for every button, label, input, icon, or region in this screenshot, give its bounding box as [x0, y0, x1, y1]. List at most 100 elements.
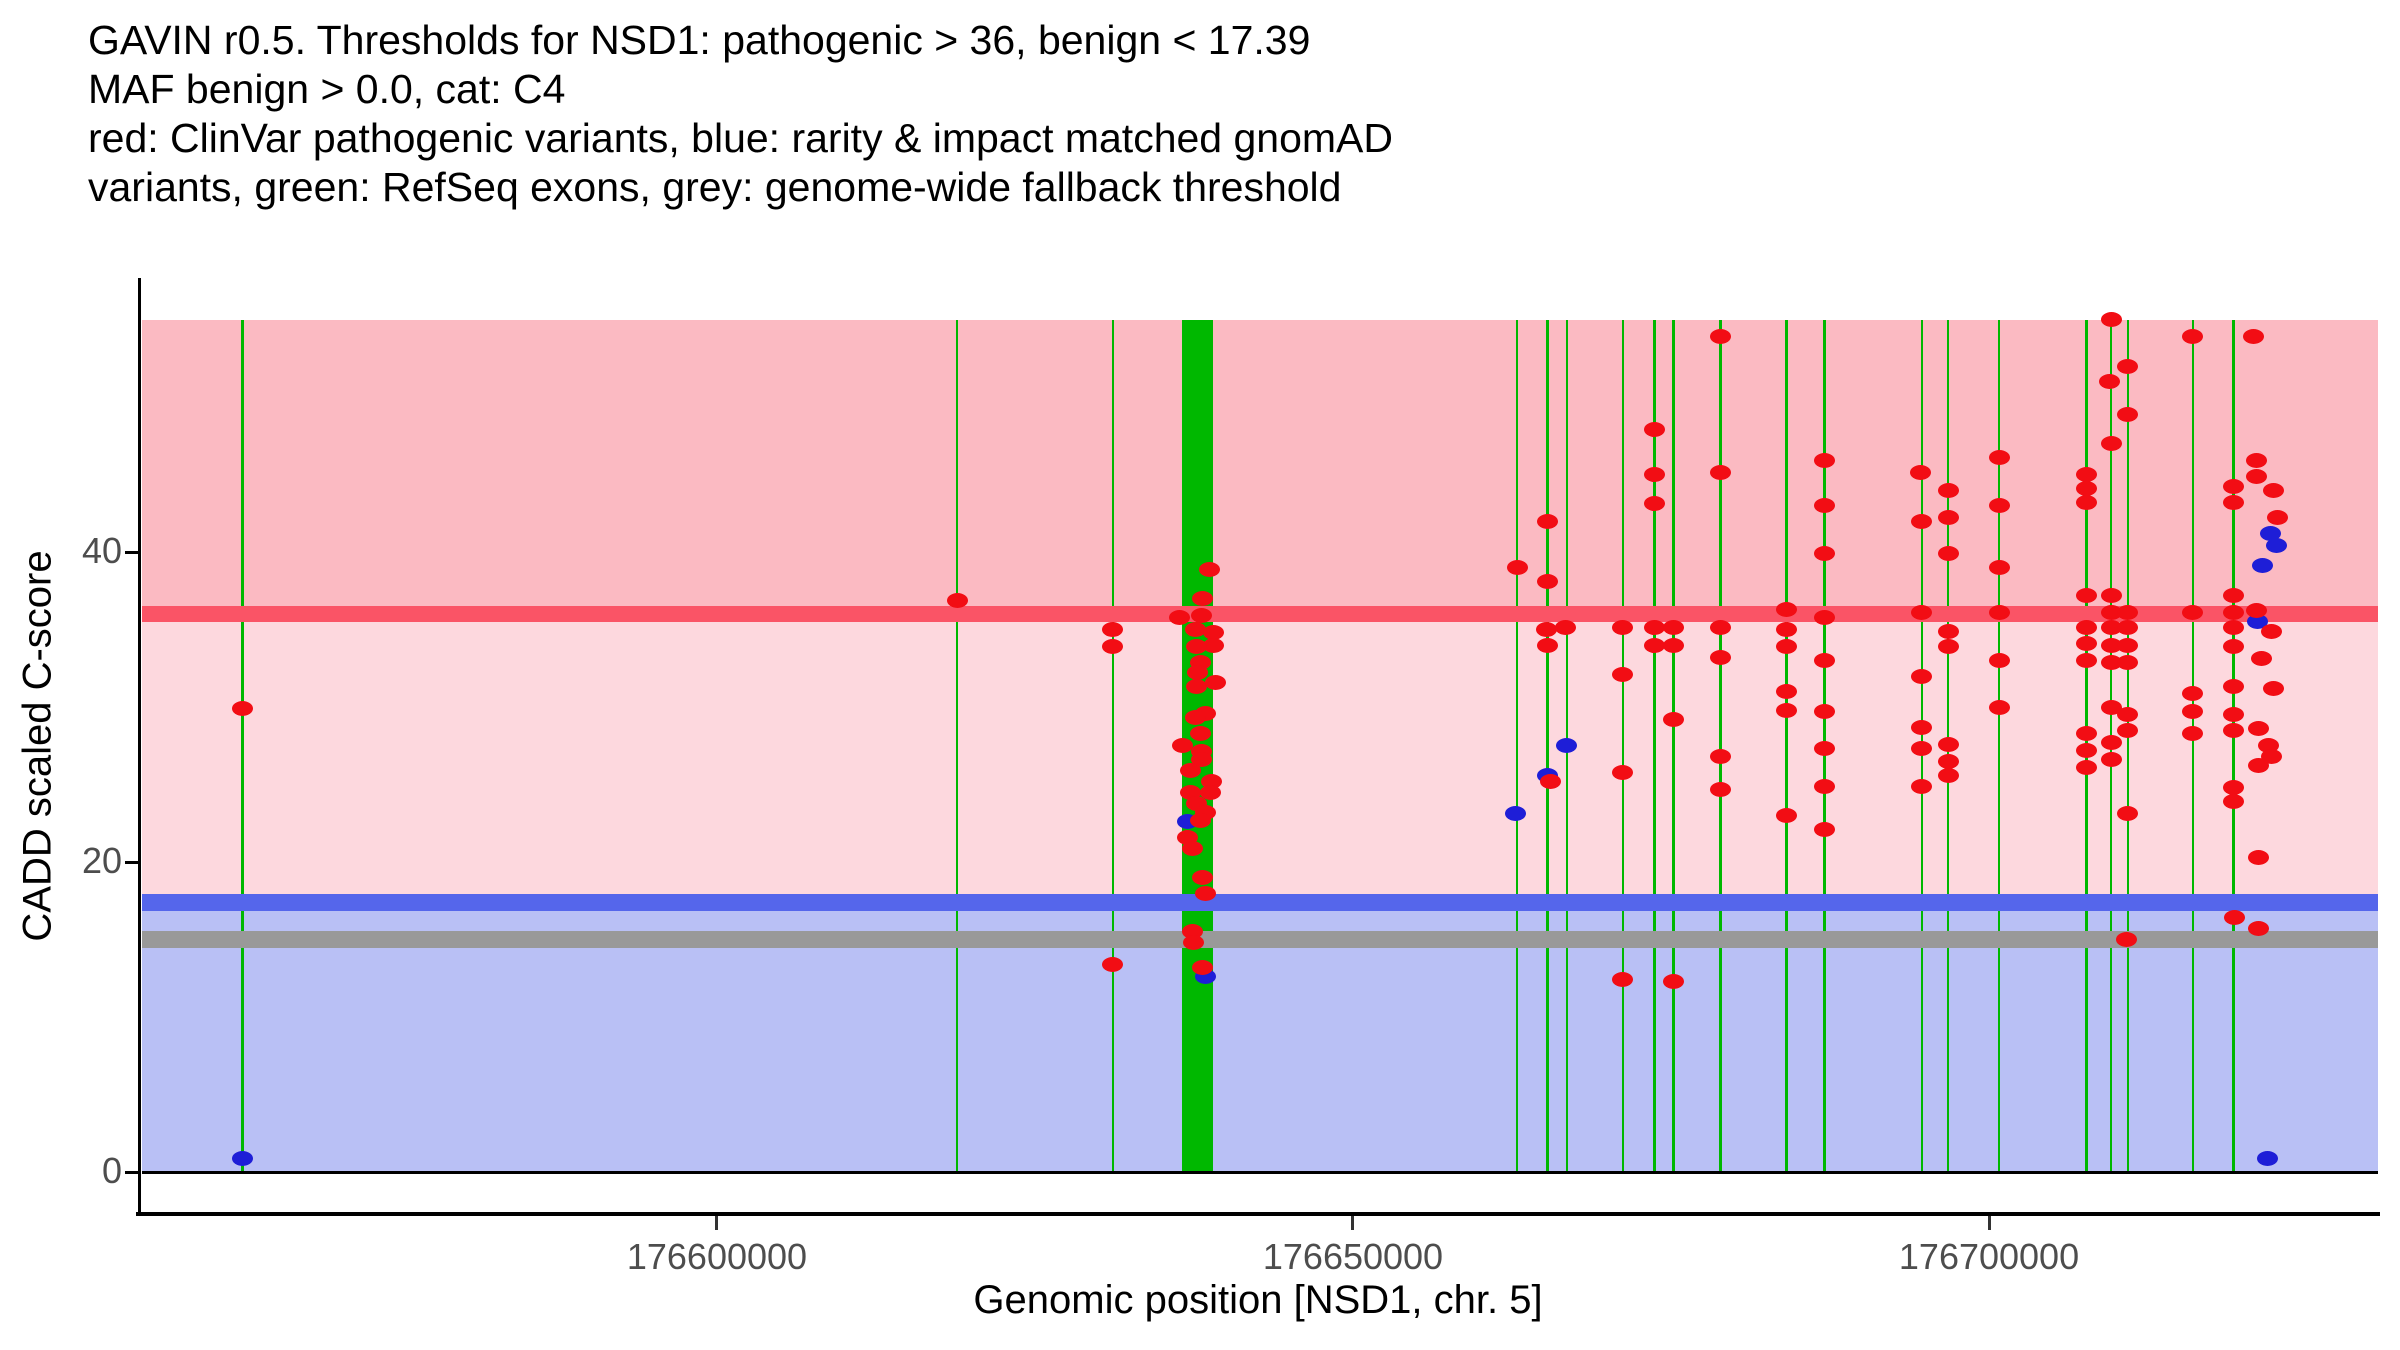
region-intermediate — [142, 614, 2378, 903]
y-axis-tick — [125, 1170, 138, 1174]
variant-point-clinvar — [1643, 620, 1665, 636]
variant-point-clinvar — [1988, 604, 2010, 620]
y-axis-tick — [125, 860, 138, 864]
variant-point-clinvar — [1937, 736, 1959, 752]
plot-title-line-3: red: ClinVar pathogenic variants, blue: … — [88, 115, 1394, 161]
variant-point-clinvar — [1710, 781, 1732, 797]
variant-point-clinvar — [1776, 684, 1798, 699]
variant-point-clinvar — [2243, 329, 2265, 345]
variant-point-clinvar — [2222, 620, 2244, 636]
variant-point-clinvar — [1814, 546, 1836, 562]
variant-point-clinvar — [2099, 374, 2121, 389]
variant-point-clinvar — [1911, 719, 1933, 735]
variant-point-clinvar — [2245, 603, 2267, 619]
variant-point-clinvar — [2076, 653, 2098, 668]
variant-point-clinvar — [1191, 608, 1213, 624]
variant-point-clinvar — [2222, 494, 2244, 510]
variant-point-clinvar — [2248, 758, 2270, 774]
variant-point-clinvar — [1663, 973, 1685, 989]
variant-point-clinvar — [1194, 885, 1216, 901]
variant-point-clinvar — [1937, 623, 1959, 639]
exon-line — [956, 319, 959, 1172]
y-axis-tick — [125, 550, 138, 554]
exon-line — [1719, 319, 1723, 1172]
variant-point-clinvar — [1663, 637, 1685, 653]
variant-point-clinvar — [2100, 620, 2122, 636]
exon-line — [1516, 319, 1519, 1172]
variant-point-gnomad — [1556, 738, 1578, 754]
variant-point-clinvar — [2117, 637, 2139, 653]
variant-point-clinvar — [1937, 482, 1959, 498]
x-axis-tick — [1987, 1216, 1991, 1230]
variant-point-clinvar — [2263, 482, 2285, 498]
variant-point-clinvar — [1192, 959, 1214, 975]
variant-point-clinvar — [1814, 498, 1836, 513]
variant-point-clinvar — [2117, 722, 2139, 738]
variant-point-clinvar — [1189, 725, 1211, 741]
exon-line — [1998, 319, 2001, 1172]
variant-point-clinvar — [2182, 685, 2204, 701]
variant-point-clinvar — [1710, 749, 1732, 765]
variant-point-gnomad — [2246, 614, 2268, 630]
variant-point-clinvar — [1663, 711, 1685, 727]
benign-threshold-band — [142, 894, 2378, 911]
variant-point-clinvar — [1198, 561, 1220, 577]
y-axis-title: CADD scaled C-score — [15, 550, 60, 942]
variant-point-clinvar — [2222, 479, 2244, 495]
variant-point-clinvar — [2100, 654, 2122, 670]
variant-point-gnomad — [231, 1150, 253, 1166]
variant-point-clinvar — [1539, 773, 1561, 789]
variant-point-clinvar — [1710, 620, 1732, 636]
variant-point-clinvar — [1612, 764, 1634, 780]
variant-point-clinvar — [1186, 639, 1208, 655]
variant-point-clinvar — [2182, 725, 2204, 741]
variant-point-clinvar — [1937, 510, 1959, 526]
variant-point-clinvar — [1814, 778, 1836, 794]
variant-point-clinvar — [1988, 653, 2010, 668]
variant-point-clinvar — [2076, 587, 2098, 603]
x-tick-label: 176700000 — [1898, 1236, 2080, 1277]
variant-point-clinvar — [1911, 741, 1933, 757]
exon-line — [2191, 319, 2194, 1172]
variant-point-clinvar — [2117, 358, 2139, 374]
variant-point-clinvar — [1814, 453, 1836, 469]
variant-point-clinvar — [2076, 742, 2098, 758]
exon-line — [2231, 319, 2235, 1172]
variant-point-clinvar — [2248, 921, 2270, 937]
exon-line — [1785, 319, 1789, 1172]
variant-point-clinvar — [2117, 806, 2139, 822]
variant-point-clinvar — [1776, 808, 1798, 823]
variant-point-clinvar — [2076, 494, 2098, 510]
variant-point-clinvar — [1814, 609, 1836, 625]
variant-point-clinvar — [2248, 849, 2270, 865]
plot-title-line-2: MAF benign > 0.0, cat: C4 — [88, 66, 566, 112]
variant-point-clinvar — [2076, 467, 2098, 482]
variant-point-clinvar — [1202, 625, 1224, 641]
variant-point-clinvar — [1612, 620, 1634, 636]
variant-point-clinvar — [1535, 622, 1557, 637]
variant-point-clinvar — [1988, 449, 2010, 465]
plot-title-line-4: variants, green: RefSeq exons, grey: gen… — [88, 164, 1342, 210]
variant-point-clinvar — [2267, 510, 2289, 526]
variant-point-clinvar — [2100, 699, 2122, 715]
variant-point-clinvar — [1102, 956, 1124, 972]
variant-point-clinvar — [2100, 312, 2122, 327]
variant-point-clinvar — [2222, 679, 2244, 695]
variant-point-clinvar — [1184, 710, 1206, 726]
exon-line — [2126, 319, 2129, 1172]
variant-point-clinvar — [2076, 620, 2098, 636]
x-tick-label: 176650000 — [1262, 1236, 1444, 1277]
variant-point-clinvar — [2222, 604, 2244, 620]
pathogenic-threshold-band — [142, 605, 2378, 623]
region-pathogenic — [142, 319, 2378, 614]
variant-point-clinvar — [2117, 707, 2139, 723]
variant-point-clinvar — [1988, 699, 2010, 715]
variant-point-clinvar — [1988, 498, 2010, 513]
exon-line — [1111, 319, 1114, 1172]
variant-point-clinvar — [946, 592, 968, 608]
variant-point-clinvar — [1102, 639, 1124, 655]
variant-point-clinvar — [1776, 622, 1798, 637]
variant-point-clinvar — [2224, 910, 2245, 926]
